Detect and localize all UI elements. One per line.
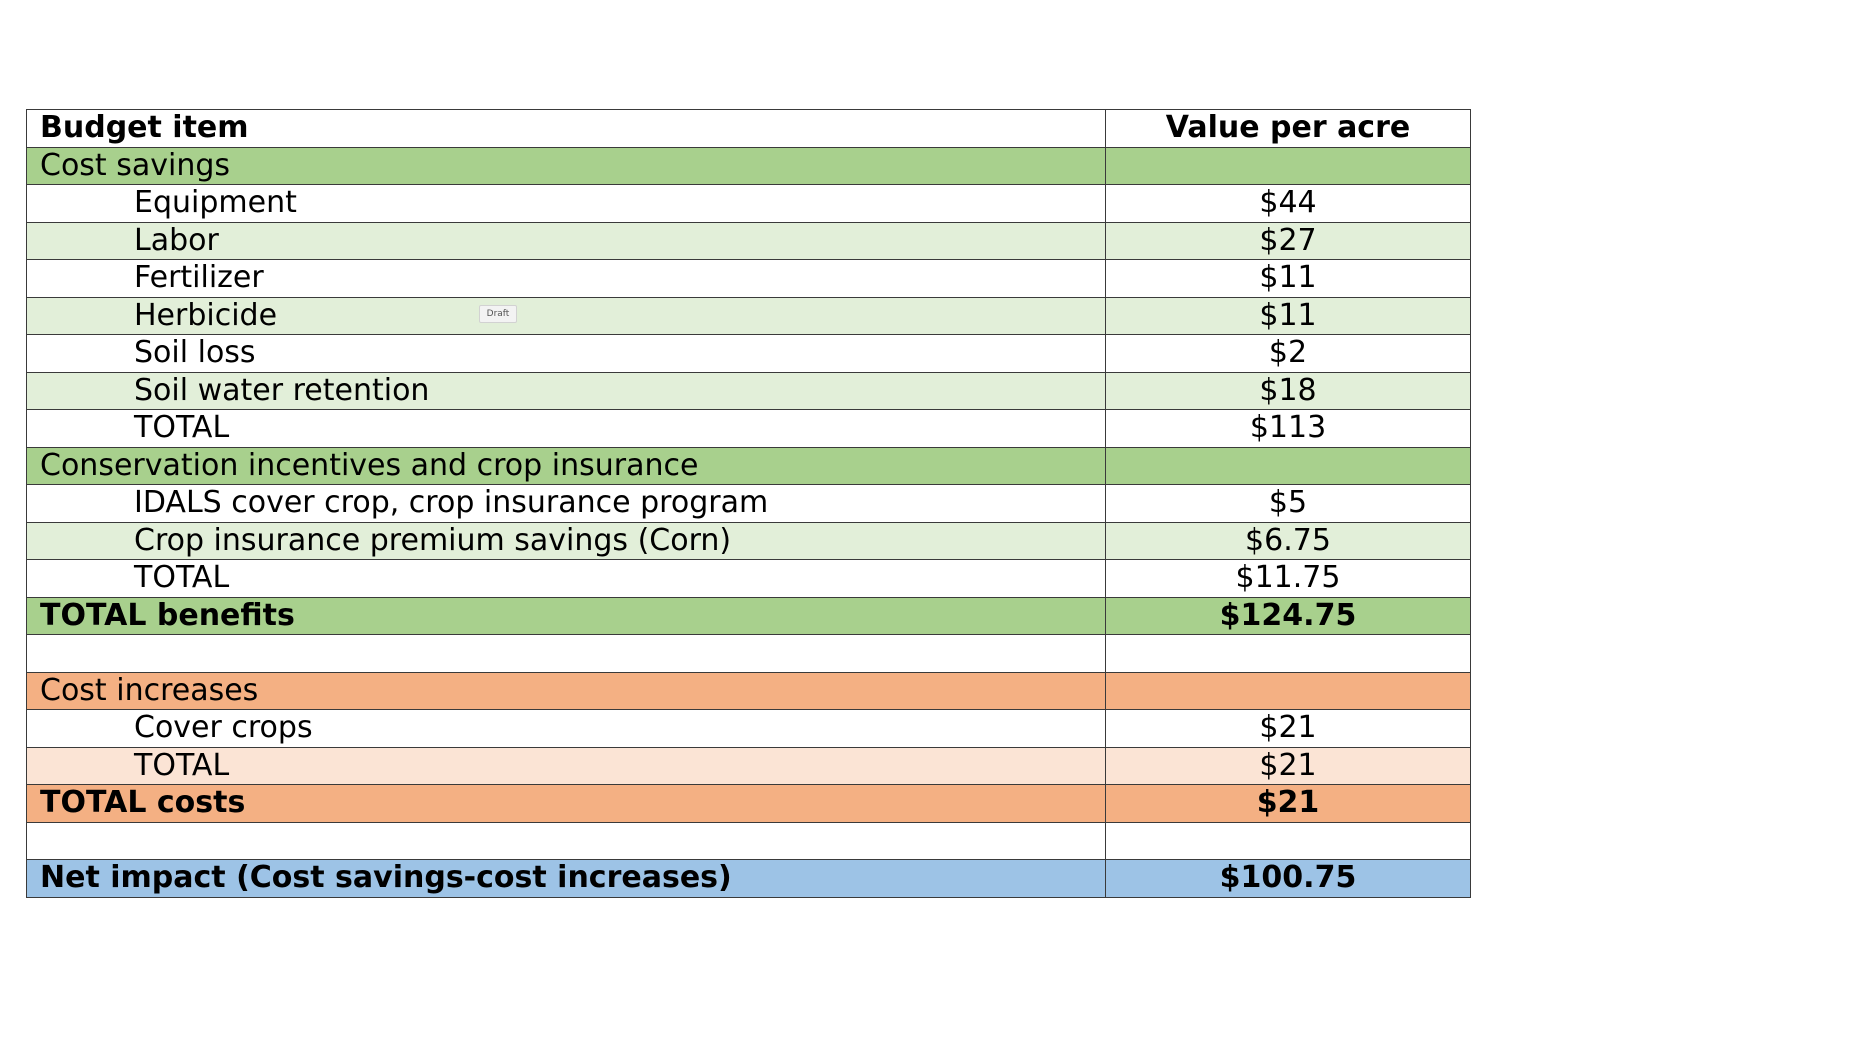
subtotal-row-cost-savings: TOTAL $113	[26, 409, 1471, 448]
row-item: Cost savings	[26, 146, 1106, 185]
table-row: Herbicide $11	[26, 296, 1471, 335]
row-item: Herbicide	[26, 296, 1106, 335]
row-value: $18	[1105, 371, 1471, 410]
section-row-cost-increases: Cost increases	[26, 671, 1471, 710]
row-item	[26, 821, 1106, 860]
row-value: $21	[1105, 784, 1471, 823]
row-value	[1105, 821, 1471, 860]
row-item: Cost increases	[26, 671, 1106, 710]
row-item: Equipment	[26, 184, 1106, 223]
row-item	[26, 634, 1106, 673]
table-row: Cover crops $21	[26, 709, 1471, 748]
row-value: $21	[1105, 746, 1471, 785]
row-value: $11.75	[1105, 559, 1471, 598]
row-value: $124.75	[1105, 596, 1471, 635]
row-item: Crop insurance premium savings (Corn)	[26, 521, 1106, 560]
total-benefits-row: TOTAL benefits $124.75	[26, 596, 1471, 635]
row-item: Cover crops	[26, 709, 1106, 748]
table-row: IDALS cover crop, crop insurance program…	[26, 484, 1471, 523]
table-row: Crop insurance premium savings (Corn) $6…	[26, 521, 1471, 560]
section-row-cost-savings: Cost savings	[26, 146, 1471, 185]
total-costs-row: TOTAL costs $21	[26, 784, 1471, 823]
row-value: $11	[1105, 296, 1471, 335]
table-row: Soil water retention $18	[26, 371, 1471, 410]
subtotal-row-cost-increases: TOTAL $21	[26, 746, 1471, 785]
row-value: $100.75	[1105, 859, 1471, 898]
row-item: TOTAL costs	[26, 784, 1106, 823]
row-item: Soil loss	[26, 334, 1106, 373]
row-value	[1105, 146, 1471, 185]
row-item: TOTAL	[26, 409, 1106, 448]
table-header-row: Budget item Value per acre	[26, 109, 1471, 148]
table-row: Soil loss $2	[26, 334, 1471, 373]
row-value	[1105, 634, 1471, 673]
spacer-row	[26, 634, 1471, 673]
budget-table: Budget item Value per acre Cost savings …	[26, 109, 1471, 898]
subtotal-row-incentives: TOTAL $11.75	[26, 559, 1471, 598]
row-value: $27	[1105, 221, 1471, 260]
header-value-per-acre: Value per acre	[1105, 109, 1471, 148]
row-item: Conservation incentives and crop insuran…	[26, 446, 1106, 485]
row-item: Soil water retention	[26, 371, 1106, 410]
net-impact-row: Net impact (Cost savings-cost increases)…	[26, 859, 1471, 898]
row-value: $113	[1105, 409, 1471, 448]
row-value: $11	[1105, 259, 1471, 298]
row-item: IDALS cover crop, crop insurance program	[26, 484, 1106, 523]
row-item: Fertilizer	[26, 259, 1106, 298]
row-value: $6.75	[1105, 521, 1471, 560]
section-row-conservation-incentives: Conservation incentives and crop insuran…	[26, 446, 1471, 485]
table-row: Fertilizer $11	[26, 259, 1471, 298]
header-budget-item: Budget item	[26, 109, 1106, 148]
draft-tag: Draft	[479, 305, 517, 323]
table-row: Equipment $44	[26, 184, 1471, 223]
row-value: $5	[1105, 484, 1471, 523]
spacer-row	[26, 821, 1471, 860]
row-value	[1105, 671, 1471, 710]
row-value	[1105, 446, 1471, 485]
table-row: Labor $27	[26, 221, 1471, 260]
row-item: Labor	[26, 221, 1106, 260]
row-item: TOTAL	[26, 746, 1106, 785]
row-value: $21	[1105, 709, 1471, 748]
row-value: $44	[1105, 184, 1471, 223]
row-item: TOTAL benefits	[26, 596, 1106, 635]
row-item: TOTAL	[26, 559, 1106, 598]
row-item: Net impact (Cost savings-cost increases)	[26, 859, 1106, 898]
row-value: $2	[1105, 334, 1471, 373]
